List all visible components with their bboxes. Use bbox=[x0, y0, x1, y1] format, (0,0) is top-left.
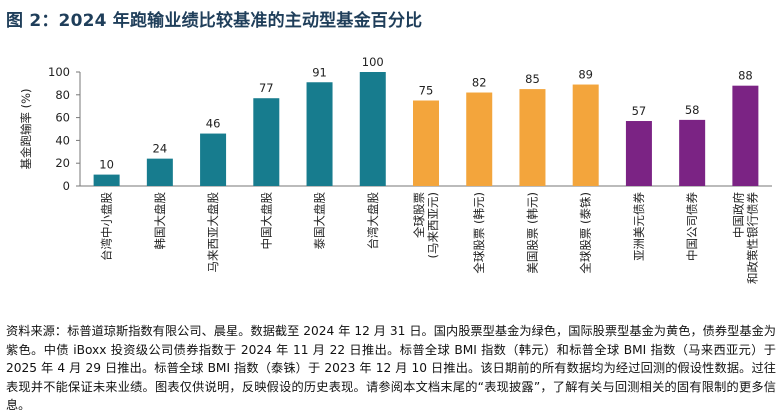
bar-value-label: 88 bbox=[738, 69, 753, 83]
bar-value-label: 82 bbox=[472, 76, 487, 90]
category-label-line: 和政策性银行债券 bbox=[745, 192, 759, 284]
category-label: 亚洲美元债券 bbox=[632, 192, 646, 261]
category-label-line: 泰国大盘股 bbox=[313, 192, 327, 250]
bar-chart: 0 20 40 60 80 100 基金跑输率 (%) 10 台湾中小盘股 24 韩国大盘股 46 马来… bbox=[19, 55, 772, 284]
bar bbox=[732, 85, 759, 186]
category-label: 韩国大盘股 bbox=[153, 192, 167, 250]
category-label: 全球股票 (泰铢) bbox=[579, 192, 593, 274]
y-tick-label: 100 bbox=[48, 65, 70, 79]
chart-title: 图 2：2024 年跑输业绩比较基准的主动型基金百分比 bbox=[6, 11, 423, 31]
y-axis-title: 基金跑输率 (%) bbox=[19, 88, 33, 169]
y-tick-label: 20 bbox=[55, 156, 70, 170]
bar-value-label: 77 bbox=[259, 81, 274, 95]
bar-value-label: 85 bbox=[525, 72, 540, 86]
bar-value-label: 91 bbox=[312, 65, 327, 79]
bar bbox=[306, 82, 333, 186]
category-label-line: (马来西亚元) bbox=[426, 192, 440, 258]
category-label: 马来西亚大盘股 bbox=[206, 192, 220, 273]
category-label: 全球股票(马来西亚元) bbox=[412, 192, 440, 258]
category-label-line: 全球股票 (泰铢) bbox=[579, 192, 593, 274]
category-label-line: 亚洲美元债券 bbox=[632, 192, 646, 261]
category-label-line: 中国大盘股 bbox=[259, 192, 273, 250]
category-label: 台湾大盘股 bbox=[366, 192, 380, 250]
category-label: 中国公司债券 bbox=[685, 192, 699, 261]
bar bbox=[625, 121, 652, 186]
bar bbox=[200, 133, 227, 186]
bar bbox=[413, 100, 439, 186]
bar bbox=[146, 158, 173, 186]
bar-value-label: 89 bbox=[578, 68, 593, 82]
bar bbox=[253, 98, 280, 186]
y-tick-label: 40 bbox=[55, 133, 70, 147]
bar bbox=[93, 174, 120, 186]
category-label-line: 全球股票 (韩元) bbox=[472, 192, 486, 274]
bar-value-label: 75 bbox=[419, 84, 434, 98]
category-label: 泰国大盘股 bbox=[313, 192, 327, 250]
y-tick-label: 60 bbox=[55, 111, 70, 125]
category-label-line: 台湾大盘股 bbox=[366, 192, 380, 250]
bar-value-label: 10 bbox=[99, 158, 114, 172]
bar-value-label: 57 bbox=[632, 104, 647, 118]
category-label: 台湾中小盘股 bbox=[100, 192, 114, 261]
y-tick-label: 0 bbox=[63, 179, 70, 193]
bar-value-label: 46 bbox=[206, 117, 221, 131]
bar-value-label: 100 bbox=[362, 55, 384, 69]
bar bbox=[519, 89, 546, 186]
category-label-line: 中国政府 bbox=[731, 192, 745, 238]
category-label-line: 韩国大盘股 bbox=[153, 192, 167, 250]
bar bbox=[466, 92, 493, 186]
bar bbox=[572, 84, 599, 186]
bar-value-label: 24 bbox=[153, 142, 168, 156]
category-label-line: 马来西亚大盘股 bbox=[206, 192, 220, 273]
category-label-line: 美国股票 (韩元) bbox=[525, 192, 539, 274]
category-label: 中国大盘股 bbox=[259, 192, 273, 250]
bar-value-label: 58 bbox=[685, 103, 700, 117]
category-label: 中国政府和政策性银行债券 bbox=[731, 192, 759, 284]
category-label: 美国股票 (韩元) bbox=[525, 192, 539, 274]
y-tick-label: 80 bbox=[55, 88, 70, 102]
category-label-line: 全球股票 bbox=[412, 192, 426, 238]
bar bbox=[359, 72, 386, 186]
category-label-line: 中国公司债券 bbox=[685, 192, 699, 261]
bar bbox=[679, 119, 706, 186]
category-label-line: 台湾中小盘股 bbox=[100, 192, 114, 261]
category-label: 全球股票 (韩元) bbox=[472, 192, 486, 274]
source-note: 资料来源：标普道琼斯指数有限公司、晨星。数据截至 2024 年 12 月 31 … bbox=[6, 324, 776, 412]
